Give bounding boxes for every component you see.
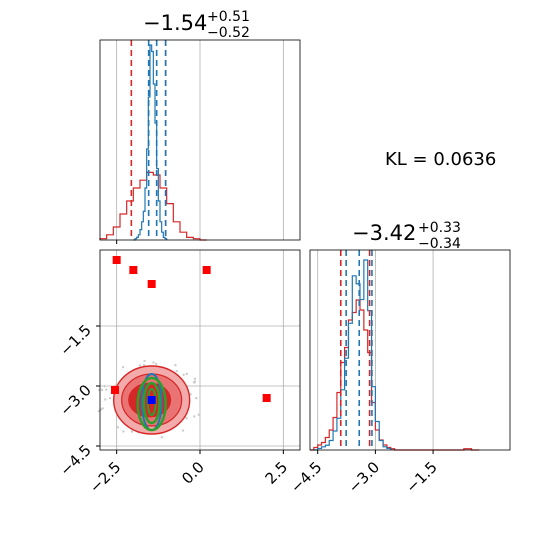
contour-green-outer: [136, 376, 167, 432]
x-tick-label-param1: −2.5: [86, 458, 124, 496]
x-tick-label-param1: 0.0: [178, 458, 208, 488]
scatter-point: [122, 430, 125, 433]
scatter-point: [182, 373, 185, 376]
scatter-point: [100, 388, 104, 392]
scatter-point: [195, 396, 198, 400]
param1-title-sup: +0.51: [207, 9, 250, 25]
scatter-point: [103, 385, 106, 388]
hist-top-series-a: [133, 44, 168, 241]
scatter-point: [101, 407, 104, 410]
scatter-point: [193, 415, 196, 418]
outlier-marker: [147, 280, 156, 288]
y-tick-label-param2: −1.5: [56, 321, 94, 359]
param1-title: −1.54: [143, 11, 207, 35]
hist-right-series-b: [310, 299, 480, 451]
panel-joint: [97, 249, 301, 451]
hist-right-series-a: [313, 259, 392, 451]
x-tick-label-param2: −3.0: [345, 458, 383, 496]
param1-title-main: −1.54: [143, 11, 207, 35]
scatter-point: [193, 377, 197, 380]
outlier-marker: [202, 266, 211, 274]
param1-title-sub: −0.52: [207, 25, 250, 41]
scatter-point: [160, 436, 164, 439]
scatter-point: [193, 381, 196, 384]
axis-ticks: −2.5 0.0 2.5−4.5 −3.0 −1.5−1.5−3.0−4.5: [56, 240, 441, 497]
hist-top-series-b: [99, 171, 207, 241]
outlier-marker: [112, 256, 121, 264]
outlier-marker: [111, 386, 119, 394]
panel-param2-hist: [309, 249, 511, 451]
scatter-point: [197, 413, 200, 416]
param2-title-sub: −0.34: [418, 236, 461, 252]
panel-param1-hist: [99, 39, 301, 241]
scatter-point: [104, 398, 107, 401]
x-tick-label-param2: −1.5: [402, 458, 440, 496]
scatter-point: [189, 393, 192, 396]
param2-title-sup: +0.33: [418, 220, 461, 236]
scatter-point: [174, 363, 177, 367]
param2-title: −3.42: [352, 221, 416, 245]
contour-green-mid: [142, 381, 161, 425]
scatter-point: [181, 429, 185, 432]
scatter-point: [185, 417, 188, 420]
scatter-point: [185, 372, 189, 376]
scatter-point: [138, 364, 142, 367]
scatter-point: [175, 369, 178, 373]
scatter-point: [143, 359, 146, 363]
kl-label: KL = 0.0636: [385, 149, 496, 170]
frame-right: [309, 249, 511, 451]
x-tick-label-param2: −4.5: [287, 458, 325, 496]
y-tick-label-param2: −4.5: [56, 441, 94, 479]
outlier-marker: [262, 394, 271, 402]
scatter-point: [116, 426, 120, 429]
scatter-point: [152, 361, 155, 364]
scatter-point: [105, 388, 108, 391]
scatter-point: [108, 396, 112, 400]
outlier-marker: [129, 266, 138, 274]
scatter-point: [130, 430, 134, 433]
y-tick-label-param2: −3.0: [56, 381, 94, 419]
param2-title-main: −3.42: [352, 221, 416, 245]
frame-top: [99, 39, 301, 241]
scatter-point: [154, 362, 158, 366]
scatter-point: [121, 365, 125, 369]
truth-marker: [147, 396, 156, 404]
